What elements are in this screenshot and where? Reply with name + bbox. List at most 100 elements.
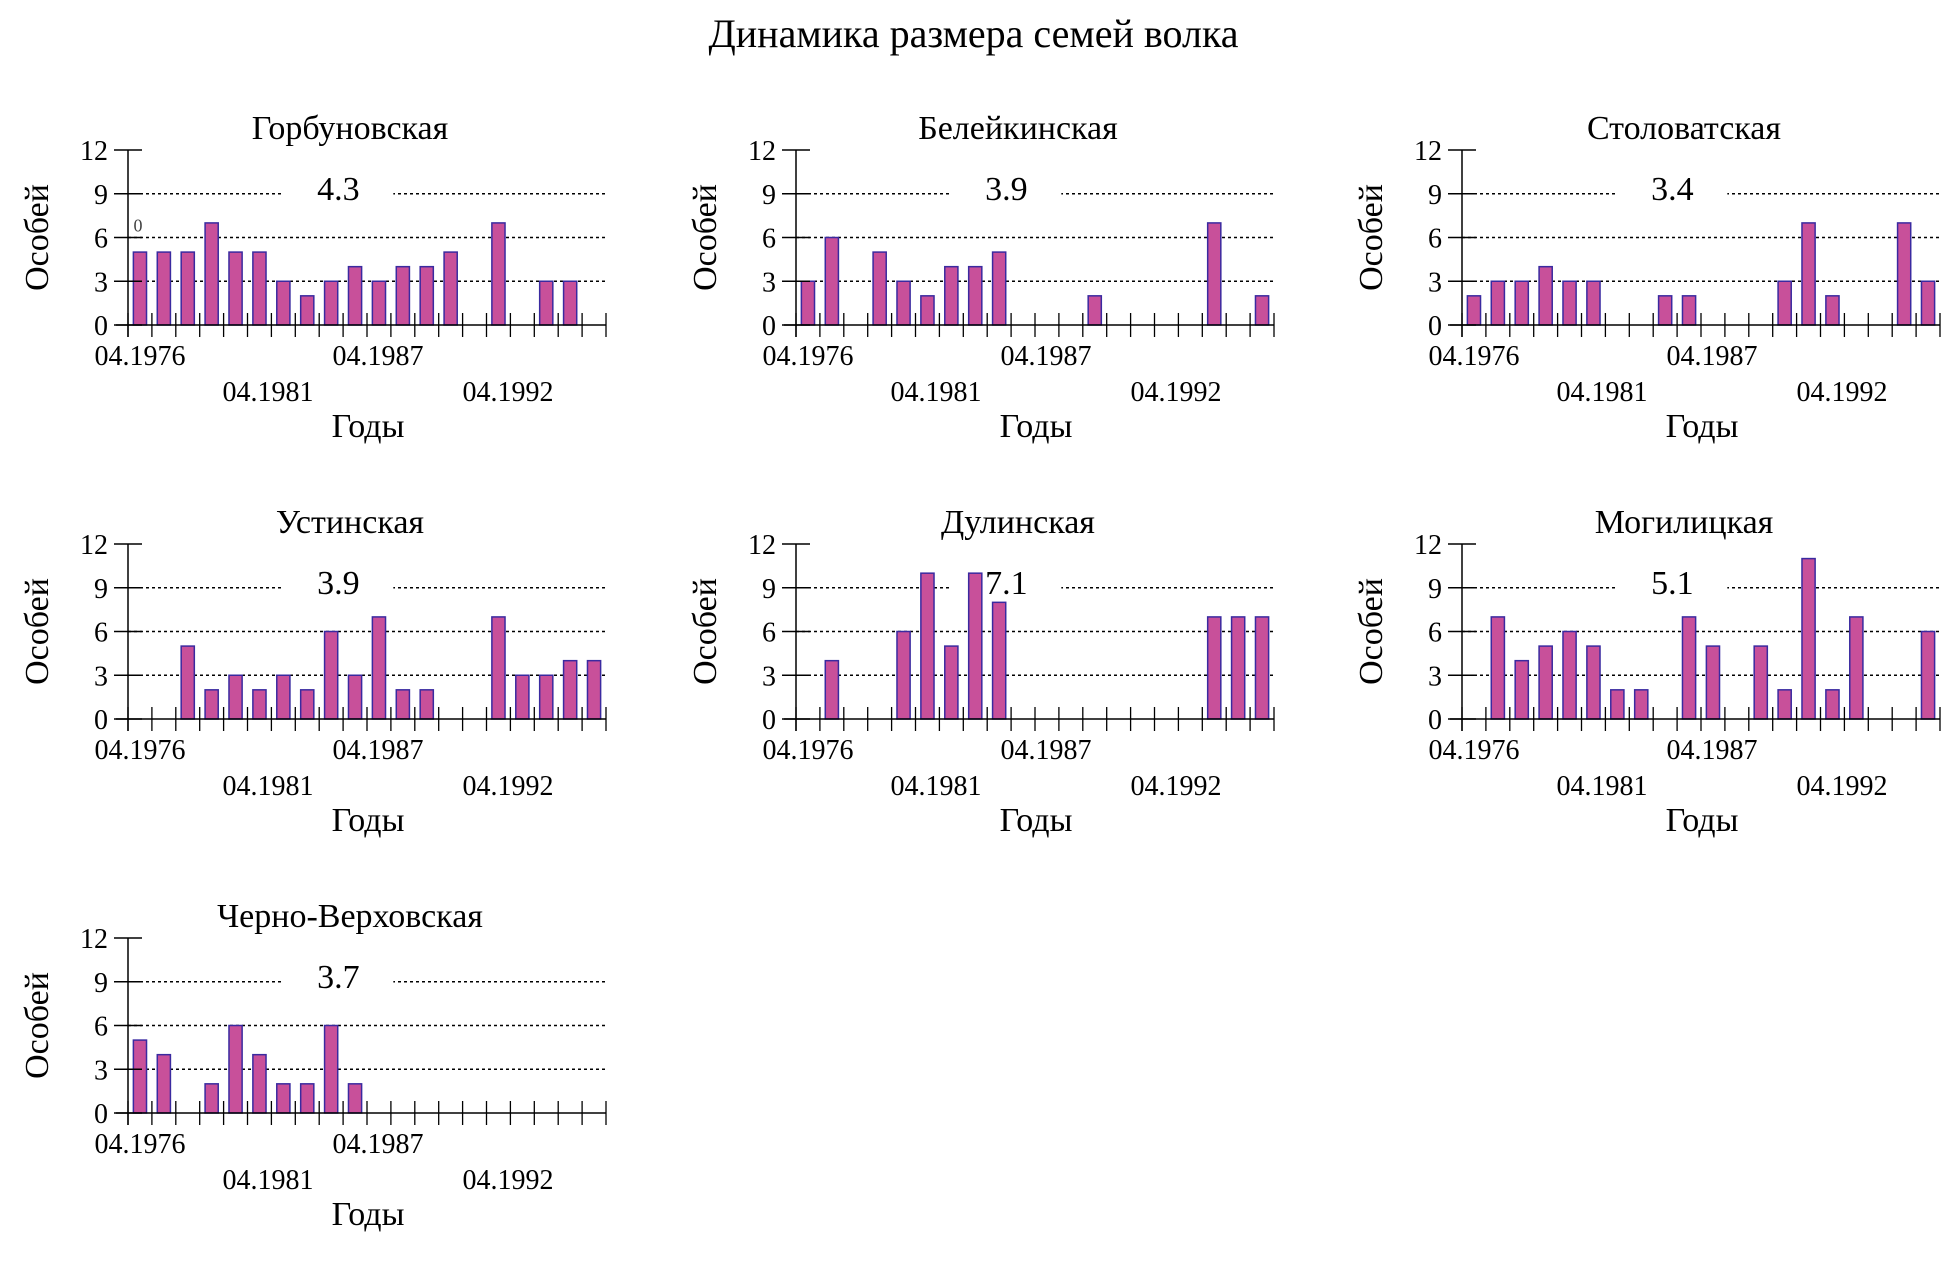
- bar: [419, 689, 435, 720]
- bar: [228, 674, 243, 720]
- bar: [872, 251, 887, 326]
- figure-title: Динамика размера семей волка: [708, 11, 1239, 56]
- panel-title: Горбуновская: [251, 110, 449, 147]
- bar: [1586, 280, 1601, 326]
- bar: [824, 236, 840, 326]
- bar: [1777, 689, 1792, 720]
- y-tick-label: 3: [762, 267, 776, 298]
- x-tick-label: 04.1981: [891, 771, 982, 802]
- bar: [1514, 659, 1530, 720]
- y-tick-label: 12: [80, 530, 108, 561]
- x-tick-label: 04.1992: [1797, 771, 1888, 802]
- x-tick-label: 04.1992: [463, 771, 554, 802]
- bar: [1896, 222, 1912, 326]
- y-tick-label: 12: [1414, 530, 1442, 561]
- bar: [1087, 295, 1103, 326]
- y-tick-label: 0: [1428, 311, 1442, 342]
- panel-beleykinskaya: Белейкинская 3.9 0 3 6 9 12 04.1976 04.1987 04.1…: [668, 80, 1308, 480]
- bar: [1230, 616, 1246, 720]
- y-tick-label: 12: [748, 530, 776, 561]
- x-tick-label: 04.1992: [1797, 377, 1888, 408]
- bar: [586, 659, 602, 720]
- x-axis-label: Годы: [1666, 802, 1739, 839]
- y-tick-label: 3: [94, 661, 108, 692]
- x-tick-label: 04.1981: [223, 377, 314, 408]
- bar: [991, 601, 1007, 720]
- bar: [967, 572, 983, 720]
- mean-label-bg: [283, 953, 394, 994]
- bar: [228, 1024, 243, 1114]
- panel-title: Столоватская: [1586, 110, 1782, 147]
- bar: [944, 265, 959, 326]
- x-tick-label: 04.1987: [1667, 735, 1758, 766]
- x-tick-label: 04.1981: [1557, 377, 1648, 408]
- x-axis-label: Годы: [1000, 408, 1073, 445]
- x-tick-label: 04.1992: [1131, 771, 1222, 802]
- bar: [896, 280, 911, 326]
- bar: [1777, 280, 1792, 326]
- y-axis-label: Особей: [19, 578, 56, 685]
- bar: [800, 280, 816, 326]
- mean-value-label: 3.9: [985, 171, 1028, 208]
- x-tick-label: 04.1981: [223, 771, 314, 802]
- y-tick-label: 3: [1428, 267, 1442, 298]
- x-tick-label: 04.1987: [333, 735, 424, 766]
- bar: [562, 659, 578, 720]
- bar: [1254, 616, 1270, 720]
- y-tick-label: 12: [748, 136, 776, 167]
- bar: [1538, 265, 1553, 326]
- bar: [1681, 295, 1697, 326]
- bar: [156, 251, 172, 326]
- y-tick-label: 0: [94, 705, 108, 736]
- mean-value-label: 3.9: [317, 565, 360, 602]
- bar: [204, 1083, 219, 1114]
- panel-dulinskaya: Дулинская 7.1 0 3 6 9 12 04.1976 04.1987 04.1981…: [668, 474, 1308, 874]
- y-tick-label: 12: [80, 136, 108, 167]
- bar: [1633, 689, 1649, 720]
- mean-label-bg: [1617, 165, 1728, 206]
- x-tick-label: 04.1987: [333, 1129, 424, 1160]
- x-tick-label: 04.1987: [1667, 341, 1758, 372]
- panel-title: Белейкинская: [918, 110, 1118, 147]
- mean-label-bg: [283, 165, 394, 206]
- bar: [1562, 280, 1577, 326]
- bar: [371, 616, 387, 720]
- bar: [920, 295, 935, 326]
- bar-chart: 3.7 0 3 6 9 12 04.1976 04.1987 04.1981 04.1992 Год…: [19, 924, 607, 1233]
- bar: [156, 1053, 172, 1114]
- bar: [1254, 295, 1270, 326]
- bar: [491, 616, 506, 720]
- bar-chart: 3.9 0 3 6 9 12 04.1976 04.1987 04.1981 04.1992 Год…: [19, 530, 607, 839]
- x-tick-label: 04.1992: [463, 1165, 554, 1196]
- x-tick-label: 04.1976: [1429, 735, 1520, 766]
- bar: [228, 251, 243, 326]
- bar: [562, 280, 578, 326]
- y-axis-label: Особей: [1353, 578, 1390, 685]
- bar: [1801, 222, 1816, 326]
- bar: [252, 251, 267, 326]
- x-tick-label: 04.1981: [1557, 771, 1648, 802]
- panel-cherno-verkhovskaya: Черно-Верховская 3.7 0 3 6 9 12 04.1976 04.1987…: [0, 868, 640, 1268]
- x-tick-label: 04.1987: [1001, 341, 1092, 372]
- bar: [347, 265, 363, 326]
- bar: [323, 630, 339, 720]
- y-axis-label: Особей: [687, 184, 724, 291]
- bar: [252, 1053, 267, 1114]
- bar: [347, 674, 363, 720]
- panel-title: Дулинская: [941, 504, 1095, 541]
- x-tick-label: 04.1992: [463, 377, 554, 408]
- mean-label-bg: [951, 165, 1062, 206]
- bar: [1657, 295, 1673, 326]
- y-tick-label: 9: [1428, 180, 1442, 211]
- x-tick-label: 04.1992: [1131, 377, 1222, 408]
- bar: [276, 280, 291, 326]
- bar: [443, 251, 458, 326]
- bar: [1586, 645, 1601, 720]
- y-tick-label: 0: [1428, 705, 1442, 736]
- bar: [323, 1024, 339, 1114]
- y-axis-label: Особей: [687, 578, 724, 685]
- bar: [1920, 280, 1936, 326]
- bar: [991, 251, 1007, 326]
- bar: [1849, 616, 1864, 720]
- bar: [967, 265, 983, 326]
